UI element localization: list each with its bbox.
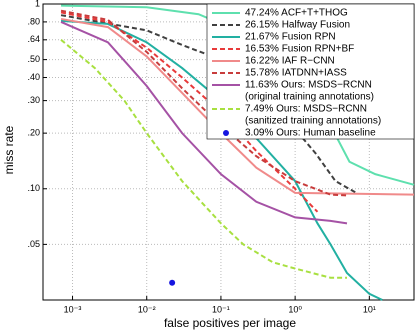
series-line: [60, 19, 383, 301]
legend-marker: [223, 130, 229, 136]
series-line: [60, 39, 347, 279]
legend-label: 47.24% ACF+T+THOG: [245, 8, 348, 19]
y-tick-label: .20: [27, 128, 40, 138]
x-tick-label: 10⁻²: [138, 304, 156, 314]
legend-label: 21.67% Fusion RPN: [245, 32, 336, 43]
legend-box: [206, 3, 415, 140]
legend-label: (original training annotations): [245, 92, 374, 103]
series-line: [60, 17, 415, 196]
legend-label: 16.53% Fusion RPN+BF: [245, 44, 354, 55]
y-tick-label: .64: [27, 34, 40, 44]
y-tick-label: .80: [27, 16, 40, 26]
x-tick-label: 10¹: [363, 304, 376, 314]
x-tick-label: 10⁰: [288, 304, 302, 314]
series-line: [60, 11, 319, 213]
x-axis-label: false positives per image: [164, 316, 296, 330]
y-tick-label: .10: [27, 183, 40, 193]
y-tick-label: .40: [27, 72, 40, 82]
x-tick-label: 10⁻³: [64, 304, 82, 314]
legend-label: 16.22% IAF R−CNN: [245, 56, 335, 67]
point: [169, 279, 176, 286]
y-tick-label: 1: [35, 0, 40, 8]
legend-label: 7.49% Ours: MSDS−RCNN: [245, 104, 367, 115]
legend-label: (sanitized training annotations): [245, 116, 381, 127]
y-tick-label: .05: [27, 239, 40, 249]
legend-label: 3.09% Ours: Human baseline: [245, 128, 376, 139]
y-tick-label: .50: [27, 54, 40, 64]
y-axis-label: miss rate: [2, 125, 16, 174]
legend-label: 26.15% Halfway Fusion: [245, 20, 350, 31]
series-line: [60, 20, 348, 225]
x-tick-label: 10⁻¹: [212, 304, 230, 314]
legend-label: 11.63% Ours: MSDS−RCNN: [245, 80, 372, 91]
y-tick-label: .30: [27, 95, 40, 105]
legend-label: 15.78% IATDNN+IASS: [245, 68, 347, 79]
